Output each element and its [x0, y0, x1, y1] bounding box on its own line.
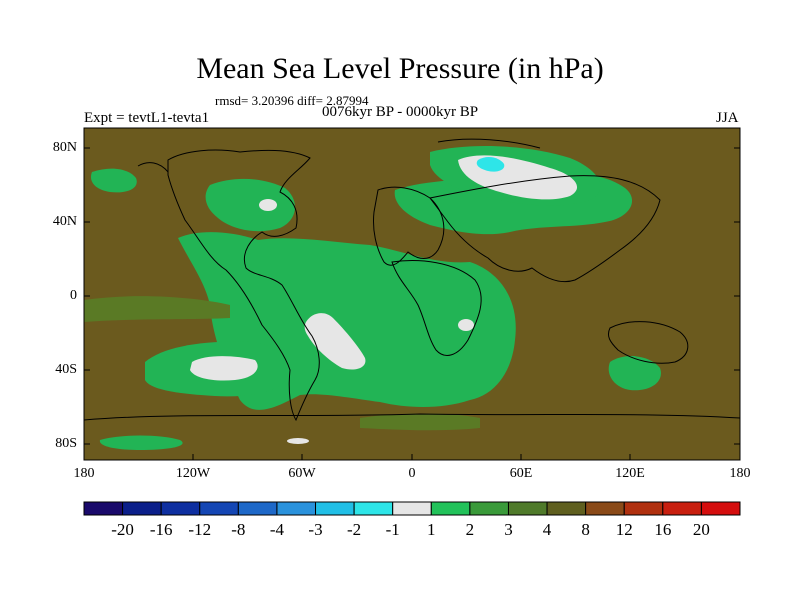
colorbar-swatch: [700, 501, 741, 516]
lat-label: 40N: [52, 214, 77, 229]
anomaly-region-indian-ocean: [608, 356, 661, 391]
anomaly-region-hudson-white: [259, 199, 277, 211]
anomaly-region-pacific-white: [190, 356, 258, 381]
lon-label: 0: [408, 466, 416, 481]
anomaly-region-north-pacific: [90, 168, 137, 193]
colorbar-swatch: [199, 501, 239, 516]
colorbar-label: 20: [692, 520, 710, 539]
lat-label: 80S: [55, 436, 77, 451]
colorbar-label: 4: [542, 520, 552, 539]
colorbar-label: 12: [615, 520, 633, 539]
colorbar-swatch: [160, 501, 201, 516]
coastlines: [84, 138, 740, 422]
anomaly-region-antarctic: [360, 413, 480, 431]
colorbar-swatch: [122, 501, 162, 516]
colorbar-label: -8: [231, 520, 246, 539]
lon-label: 60E: [509, 466, 533, 481]
colorbar-label: 1: [427, 520, 436, 539]
season-label: JJA: [716, 110, 739, 126]
colorbar-label: -2: [347, 520, 362, 539]
colorbar-swatch: [430, 501, 471, 516]
colorbar-label: 2: [465, 520, 475, 539]
colorbar-label: -1: [385, 520, 400, 539]
anomaly-region-southern-ocean: [99, 435, 183, 450]
anomaly-region-brazil-white: [304, 313, 366, 370]
map-title: Mean Sea Level Pressure (in hPa): [196, 52, 604, 85]
colorbar-swatch: [276, 501, 317, 516]
anomaly-region-north-america: [205, 178, 296, 232]
colorbar-swatch: [662, 501, 702, 516]
colorbar-swatch: [585, 501, 625, 516]
colorbar-swatch: [315, 501, 355, 516]
colorbar-swatch: [237, 501, 278, 516]
anomaly-region-ross-white: [287, 438, 309, 444]
colorbar: [83, 501, 741, 516]
stats-text: rmsd= 3.20396 diff= 2.87994: [215, 93, 369, 108]
colorbar-label: -16: [149, 520, 173, 539]
lat-label: 40S: [55, 362, 77, 377]
colorbar-label: -20: [111, 520, 134, 539]
colorbar-label: 16: [654, 520, 672, 539]
period-label: 0076kyr BP - 0000kyr BP: [322, 104, 479, 120]
colorbar-swatch: [353, 501, 394, 516]
lat-label: 0: [70, 288, 77, 303]
colorbar-swatch: [83, 501, 124, 516]
lon-label: 120W: [175, 466, 211, 481]
colorbar-label: -3: [308, 520, 323, 539]
colorbar-label: 3: [504, 520, 513, 539]
colorbar-label: -12: [188, 520, 212, 539]
lon-ticks: [83, 454, 741, 460]
experiment-label: Expt = tevtL1-tevta1: [84, 110, 210, 126]
colorbar-swatch: [507, 501, 548, 516]
anomaly-region-tropics: [84, 296, 230, 322]
colorbar-swatch: [392, 501, 432, 516]
lon-label: 60W: [288, 466, 316, 481]
colorbar-label: 8: [581, 520, 590, 539]
map-field: [84, 128, 740, 460]
colorbar-label: -4: [269, 520, 285, 539]
lat-ticks: [84, 147, 740, 445]
anomaly-region-madagascar-white: [458, 319, 474, 331]
lon-label: 180: [73, 466, 95, 481]
anomaly-region-arctic-cyan: [476, 157, 505, 172]
colorbar-swatch: [469, 501, 509, 516]
lon-label: 120E: [615, 466, 645, 481]
colorbar-swatch: [546, 501, 587, 516]
lat-label: 80N: [52, 140, 77, 155]
colorbar-swatch: [623, 501, 664, 516]
lon-label: 180: [729, 466, 751, 481]
